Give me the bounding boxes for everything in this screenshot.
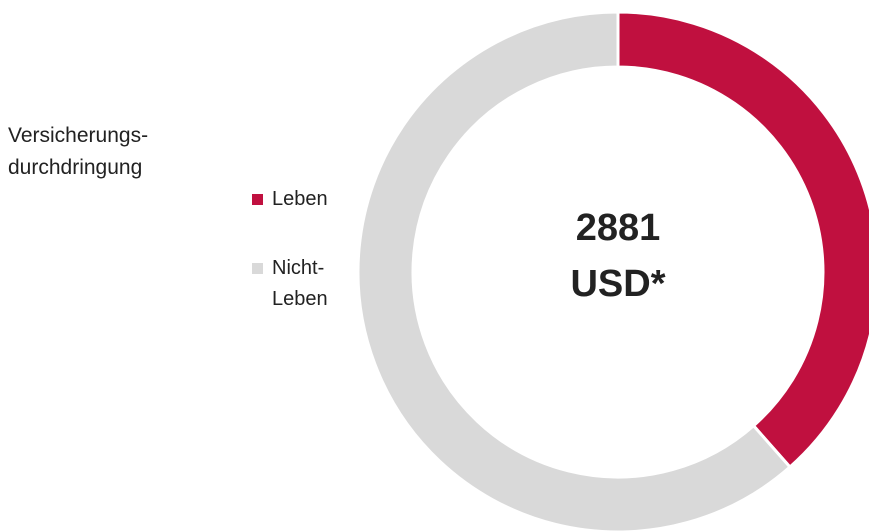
legend-item: Nicht-Leben	[252, 253, 344, 315]
legend-item: Leben	[252, 184, 344, 215]
donut-segment	[356, 10, 793, 532]
chart-title: Versicherungs-durchdringung	[8, 124, 149, 179]
center-label: 2881 USD*	[518, 200, 718, 312]
legend-swatch	[252, 194, 263, 205]
legend-swatch	[252, 263, 263, 274]
center-unit: USD*	[570, 263, 666, 305]
legend-label: Leben	[272, 188, 328, 210]
center-value: 2881	[575, 207, 661, 249]
donut-segment	[616, 10, 869, 470]
legend-label: Nicht-Leben	[272, 257, 328, 310]
